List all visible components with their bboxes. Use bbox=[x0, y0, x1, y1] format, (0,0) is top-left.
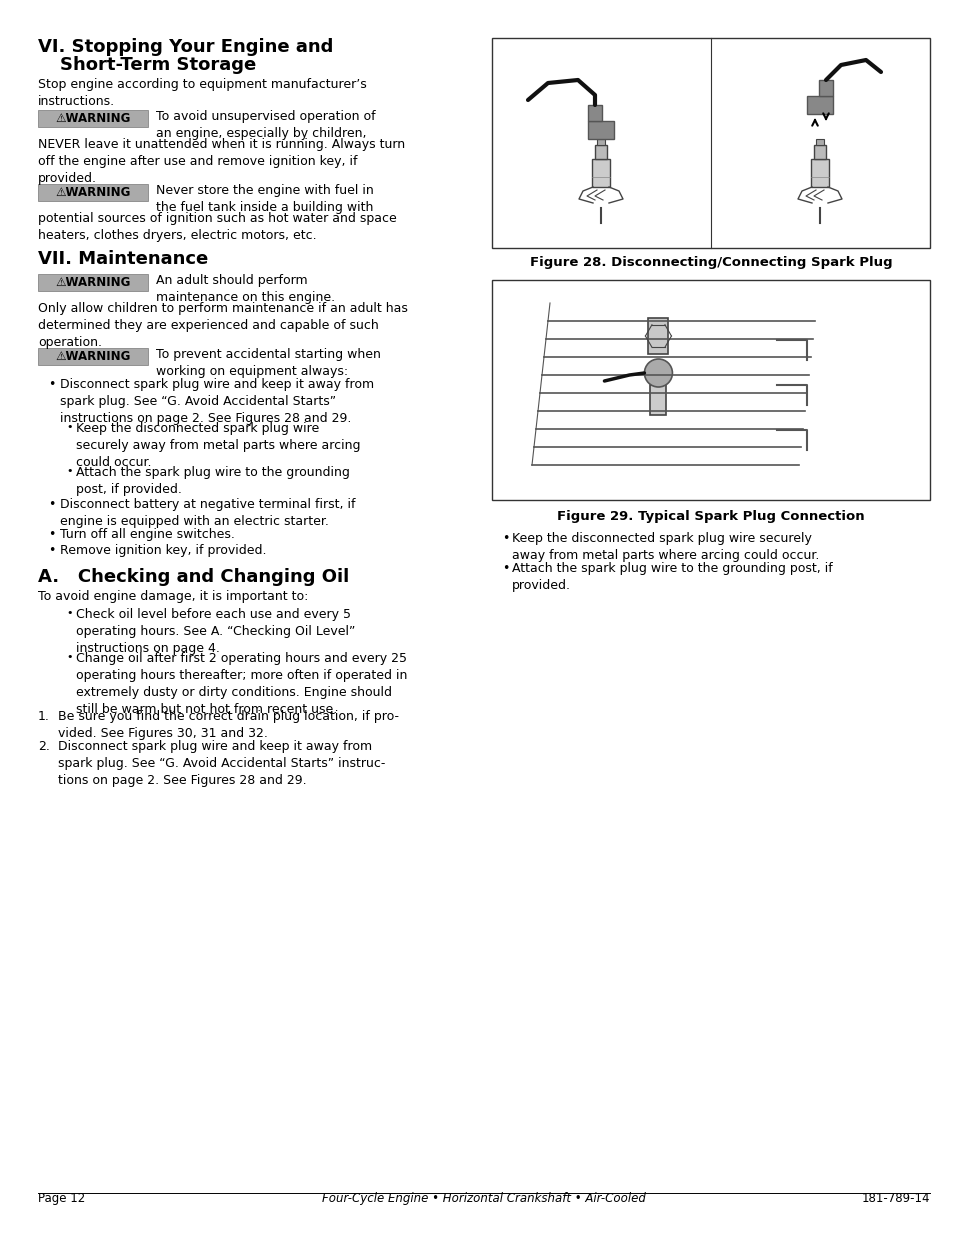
Text: 2.: 2. bbox=[38, 740, 50, 753]
Text: A.   Checking and Changing Oil: A. Checking and Changing Oil bbox=[38, 568, 349, 585]
Text: •: • bbox=[48, 498, 55, 511]
Text: •: • bbox=[66, 652, 72, 662]
Text: •: • bbox=[501, 532, 509, 545]
Text: To avoid unsupervised operation of
an engine, especially by children,: To avoid unsupervised operation of an en… bbox=[156, 110, 375, 140]
Text: •: • bbox=[48, 529, 55, 541]
Bar bbox=[38, 274, 148, 291]
Text: ⚠WARNING: ⚠WARNING bbox=[55, 350, 131, 363]
Text: •: • bbox=[48, 378, 55, 391]
Circle shape bbox=[644, 359, 672, 387]
Text: VI. Stopping Your Engine and: VI. Stopping Your Engine and bbox=[38, 38, 333, 56]
Text: Only allow children to perform maintenance if an adult has
determined they are e: Only allow children to perform maintenan… bbox=[38, 303, 408, 350]
Bar bbox=[587, 105, 601, 121]
Bar bbox=[597, 140, 604, 144]
Text: Short-Term Storage: Short-Term Storage bbox=[60, 56, 256, 74]
Text: Turn off all engine switches.: Turn off all engine switches. bbox=[60, 529, 234, 541]
Text: •: • bbox=[48, 543, 55, 557]
Text: Check oil level before each use and every 5
operating hours. See A. “Checking Oi: Check oil level before each use and ever… bbox=[76, 608, 355, 655]
Bar bbox=[810, 159, 828, 186]
Text: Four-Cycle Engine • Horizontal Crankshaft • Air-Cooled: Four-Cycle Engine • Horizontal Crankshaf… bbox=[322, 1192, 645, 1205]
Bar bbox=[818, 80, 832, 96]
Text: 181-789-14: 181-789-14 bbox=[861, 1192, 929, 1205]
Text: Stop engine according to equipment manufacturer’s
instructions.: Stop engine according to equipment manuf… bbox=[38, 78, 366, 107]
Text: Never store the engine with fuel in
the fuel tank inside a building with: Never store the engine with fuel in the … bbox=[156, 184, 374, 214]
Text: NEVER leave it unattended when it is running. Always turn
off the engine after u: NEVER leave it unattended when it is run… bbox=[38, 138, 405, 185]
Text: •: • bbox=[66, 466, 72, 475]
Bar bbox=[492, 280, 929, 500]
Text: Page 12: Page 12 bbox=[38, 1192, 85, 1205]
Text: ⚠WARNING: ⚠WARNING bbox=[55, 275, 131, 289]
Bar bbox=[587, 121, 614, 140]
Bar bbox=[595, 144, 606, 159]
Text: Disconnect spark plug wire and keep it away from
spark plug. See “G. Avoid Accid: Disconnect spark plug wire and keep it a… bbox=[58, 740, 385, 787]
Text: ⚠WARNING: ⚠WARNING bbox=[55, 112, 131, 125]
Text: Change oil after first 2 operating hours and every 25
operating hours thereafter: Change oil after first 2 operating hours… bbox=[76, 652, 407, 716]
Text: Keep the disconnected spark plug wire securely
away from metal parts where arcin: Keep the disconnected spark plug wire se… bbox=[512, 532, 819, 562]
Text: To avoid engine damage, it is important to:: To avoid engine damage, it is important … bbox=[38, 590, 308, 603]
Bar bbox=[648, 317, 668, 354]
Text: Figure 28. Disconnecting/Connecting Spark Plug: Figure 28. Disconnecting/Connecting Spar… bbox=[529, 256, 891, 269]
Text: Disconnect battery at negative terminal first, if
engine is equipped with an ele: Disconnect battery at negative terminal … bbox=[60, 498, 355, 529]
Text: •: • bbox=[66, 422, 72, 432]
Text: potential sources of ignition such as hot water and space
heaters, clothes dryer: potential sources of ignition such as ho… bbox=[38, 212, 396, 242]
Text: •: • bbox=[66, 608, 72, 618]
Bar bbox=[806, 96, 832, 114]
Text: Figure 29. Typical Spark Plug Connection: Figure 29. Typical Spark Plug Connection bbox=[557, 510, 864, 522]
Bar bbox=[38, 348, 148, 366]
Text: Attach the spark plug wire to the grounding post, if
provided.: Attach the spark plug wire to the ground… bbox=[512, 562, 832, 592]
Bar bbox=[38, 110, 148, 127]
Bar bbox=[815, 140, 823, 144]
Bar bbox=[492, 38, 929, 248]
Bar bbox=[650, 385, 666, 415]
Text: Be sure you find the correct drain plug location, if pro-
vided. See Figures 30,: Be sure you find the correct drain plug … bbox=[58, 710, 398, 740]
Text: Attach the spark plug wire to the grounding
post, if provided.: Attach the spark plug wire to the ground… bbox=[76, 466, 350, 496]
Text: 1.: 1. bbox=[38, 710, 50, 722]
Text: VII. Maintenance: VII. Maintenance bbox=[38, 249, 208, 268]
Bar bbox=[592, 159, 609, 186]
Text: •: • bbox=[501, 562, 509, 576]
Text: An adult should perform
maintenance on this engine.: An adult should perform maintenance on t… bbox=[156, 274, 335, 304]
Text: Keep the disconnected spark plug wire
securely away from metal parts where arcin: Keep the disconnected spark plug wire se… bbox=[76, 422, 360, 469]
Text: Disconnect spark plug wire and keep it away from
spark plug. See “G. Avoid Accid: Disconnect spark plug wire and keep it a… bbox=[60, 378, 374, 425]
Bar bbox=[813, 144, 825, 159]
Text: To prevent accidental starting when
working on equipment always:: To prevent accidental starting when work… bbox=[156, 348, 380, 378]
Text: ⚠WARNING: ⚠WARNING bbox=[55, 186, 131, 199]
Text: Remove ignition key, if provided.: Remove ignition key, if provided. bbox=[60, 543, 266, 557]
Bar bbox=[38, 184, 148, 201]
